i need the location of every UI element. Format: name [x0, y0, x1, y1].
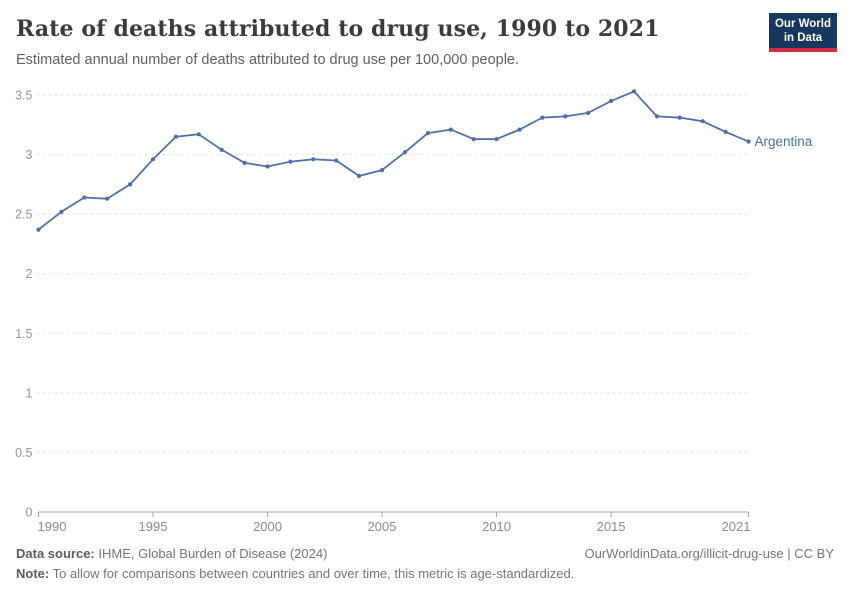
- data-point[interactable]: [173, 134, 178, 139]
- y-tick-label: 1: [26, 386, 33, 400]
- data-point[interactable]: [494, 137, 499, 142]
- note-text: To allow for comparisons between countri…: [49, 566, 575, 581]
- data-point[interactable]: [334, 158, 339, 163]
- data-point[interactable]: [357, 173, 362, 179]
- data-point[interactable]: [448, 127, 453, 132]
- y-tick-label: 2.5: [15, 208, 32, 222]
- x-tick-label: 1990: [38, 519, 67, 534]
- data-point[interactable]: [128, 182, 133, 187]
- logo-line2: in Data: [783, 32, 823, 44]
- data-point[interactable]: [700, 119, 705, 124]
- chart-footer: Data source: IHME, Global Burden of Dise…: [16, 546, 834, 581]
- chart-subtitle: Estimated annual number of deaths attrib…: [16, 52, 520, 68]
- data-point[interactable]: [746, 139, 751, 144]
- data-point[interactable]: [105, 196, 110, 201]
- source-text: IHME, Global Burden of Disease (2024): [94, 546, 328, 561]
- footer-source-row: Data source: IHME, Global Burden of Dise…: [16, 546, 834, 561]
- data-point[interactable]: [150, 157, 156, 162]
- line-chart[interactable]: 0 0.5 1 1.5 2 2.5 3 3.5 1990 1995 2000 2005 2010 2015…: [0, 78, 850, 540]
- x-tick-label: 2021: [722, 519, 751, 534]
- data-point[interactable]: [311, 157, 316, 162]
- data-point[interactable]: [242, 160, 247, 165]
- y-tick-label: 0.5: [15, 446, 32, 460]
- data-point[interactable]: [379, 168, 385, 173]
- data-point[interactable]: [540, 115, 545, 120]
- y-tick-label: 3.5: [15, 89, 32, 103]
- data-point[interactable]: [196, 132, 201, 137]
- data-point[interactable]: [609, 98, 614, 104]
- data-line[interactable]: [37, 90, 750, 231]
- y-tick-label: 3: [26, 148, 33, 162]
- data-point[interactable]: [59, 209, 64, 214]
- y-tick-label: 1.5: [15, 327, 32, 341]
- data-point[interactable]: [219, 147, 224, 152]
- data-point[interactable]: [36, 227, 41, 232]
- data-point[interactable]: [677, 115, 682, 120]
- data-point[interactable]: [654, 114, 660, 119]
- footer-link[interactable]: OurWorldinData.org/illicit-drug-use | CC…: [584, 546, 835, 561]
- x-tick-label: 2000: [253, 519, 282, 534]
- source-label: Data source:: [16, 546, 95, 561]
- footer-note: Note: To allow for comparisons between c…: [16, 566, 834, 581]
- data-point[interactable]: [586, 110, 591, 115]
- data-point[interactable]: [288, 159, 293, 164]
- data-point[interactable]: [517, 127, 522, 132]
- x-tick-label: 2005: [368, 519, 397, 534]
- x-tick-label: 2015: [597, 519, 626, 534]
- data-point[interactable]: [563, 114, 568, 119]
- y-tick-label: 2: [26, 267, 33, 281]
- data-source: Data source: IHME, Global Burden of Dise…: [16, 546, 327, 561]
- x-tick-label: 2010: [482, 519, 511, 534]
- y-tick-label: 0: [26, 506, 33, 520]
- data-point[interactable]: [402, 150, 408, 155]
- x-tick-label: 1995: [139, 519, 168, 534]
- data-point[interactable]: [631, 89, 637, 94]
- data-point[interactable]: [723, 129, 728, 134]
- data-point[interactable]: [425, 131, 430, 136]
- series-label: Argentina: [755, 134, 813, 149]
- page-title: Rate of deaths attributed to drug use, 1…: [16, 16, 660, 42]
- note-label: Note:: [16, 566, 50, 581]
- data-point[interactable]: [82, 195, 87, 200]
- data-point[interactable]: [471, 137, 476, 142]
- owid-logo[interactable]: Our World in Data: [769, 13, 837, 52]
- logo-line1: Our World: [774, 18, 831, 30]
- data-point[interactable]: [265, 164, 270, 169]
- chart-header: Rate of deaths attributed to drug use, 1…: [16, 14, 750, 69]
